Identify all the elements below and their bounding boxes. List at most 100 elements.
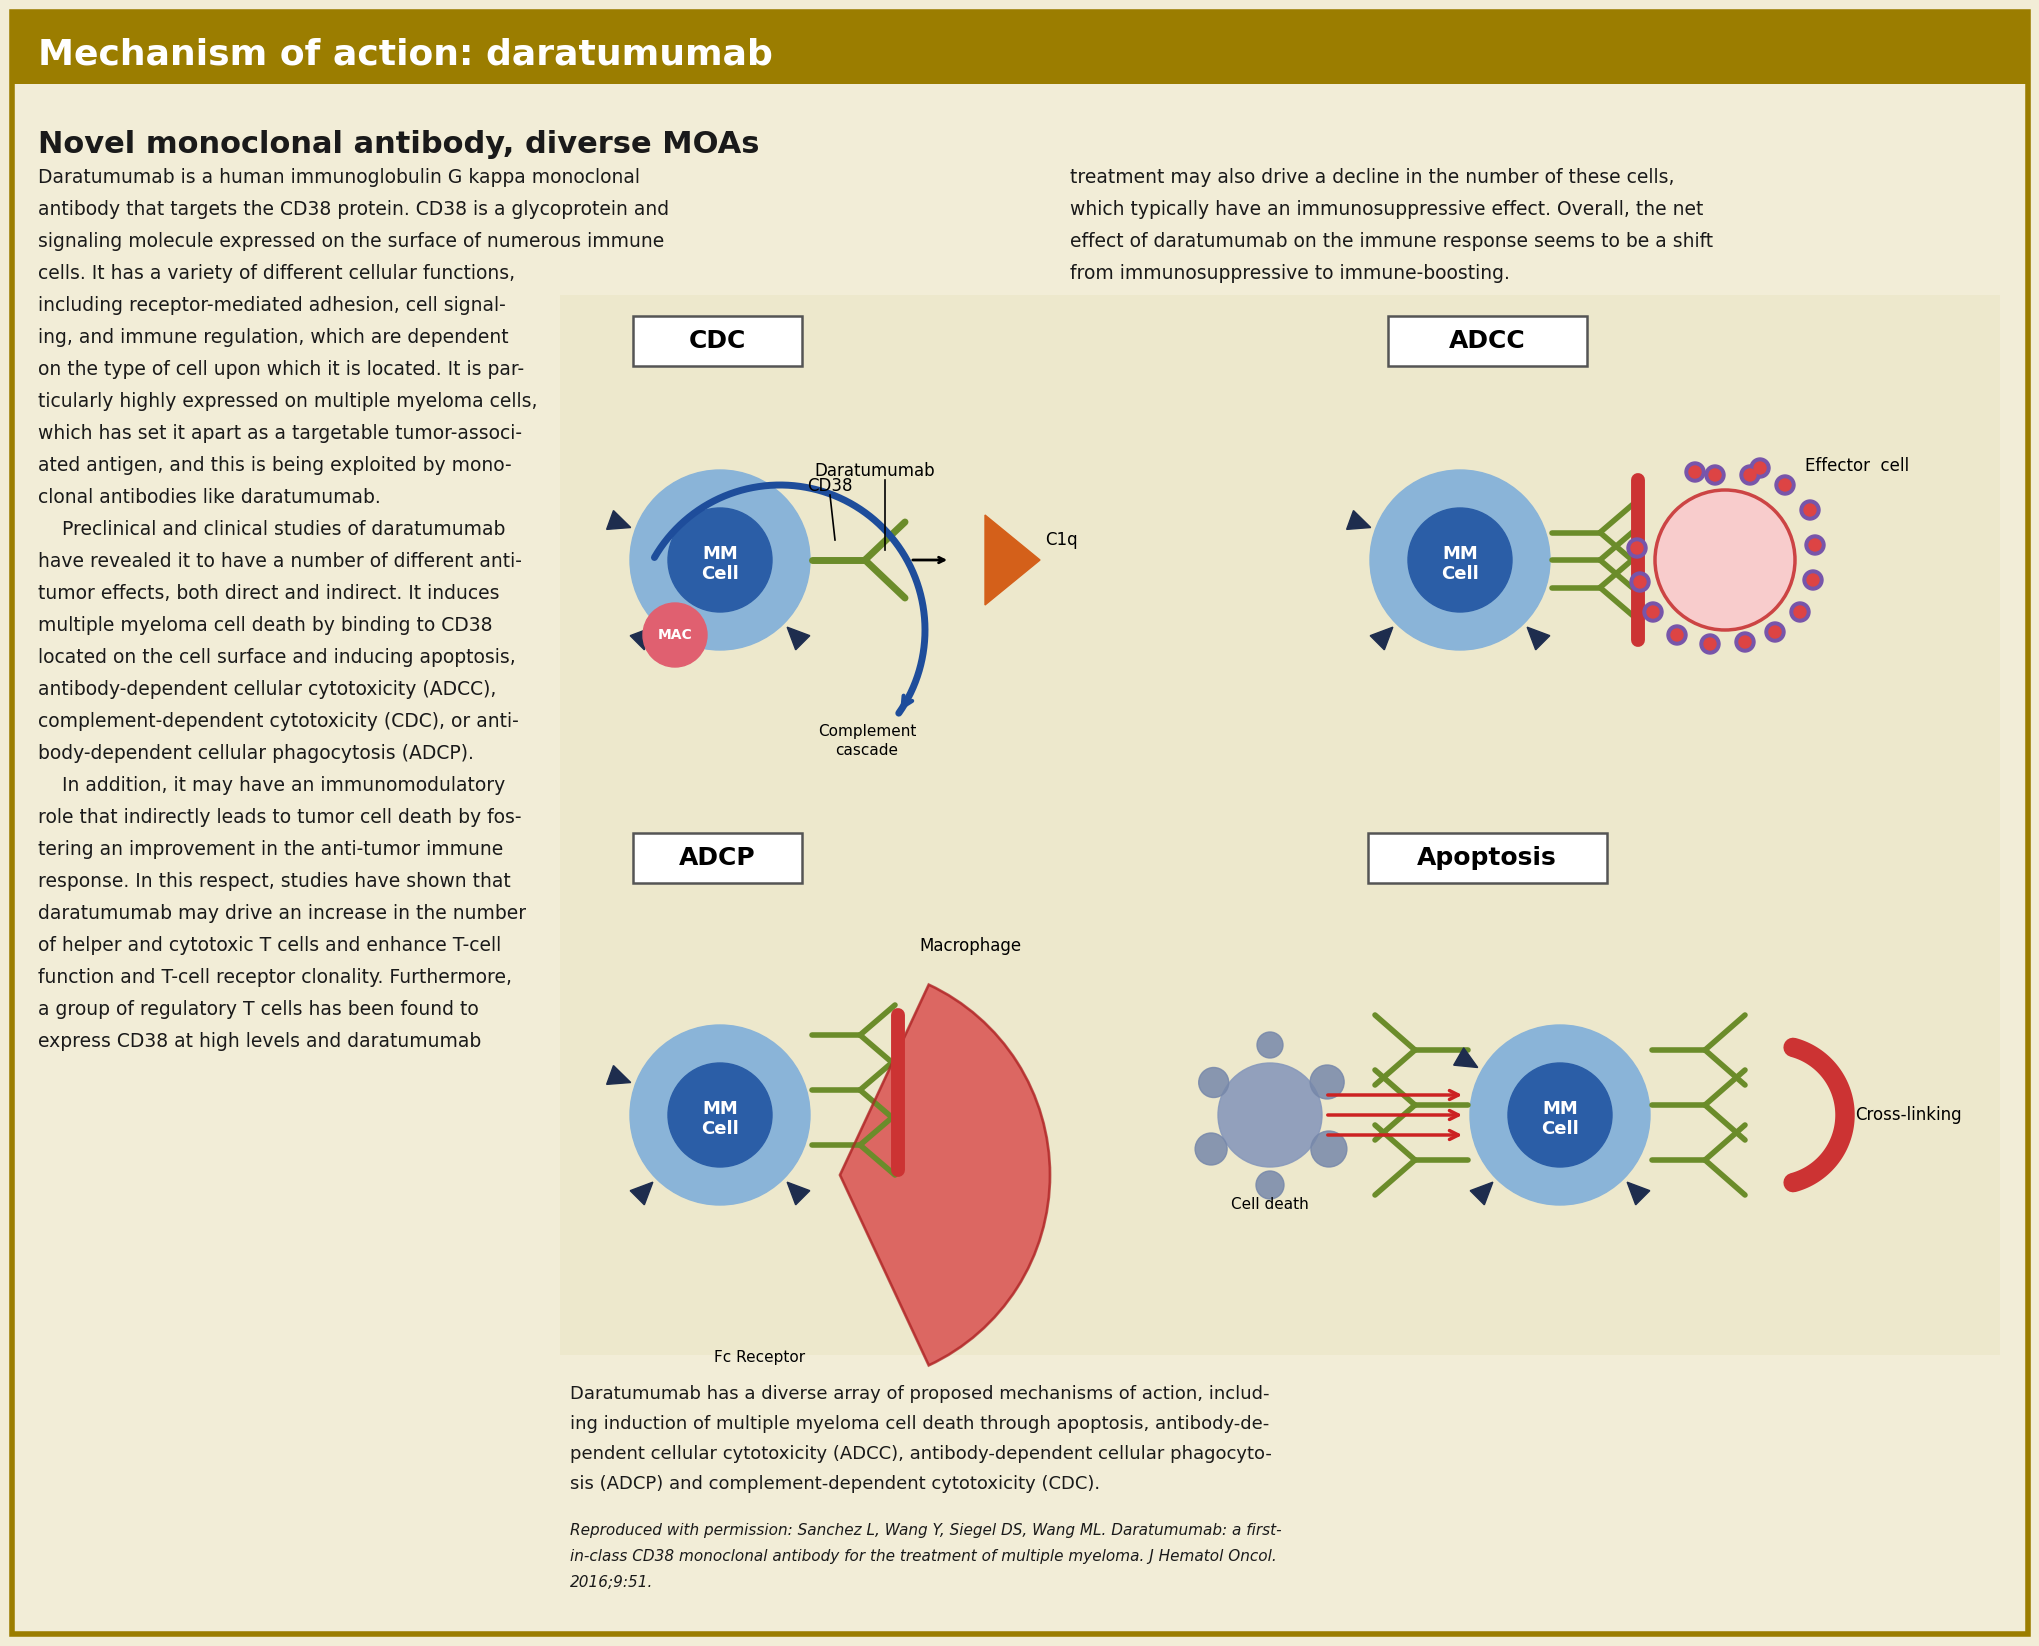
Polygon shape: [1470, 1182, 1493, 1205]
Text: ing induction of multiple myeloma cell death through apoptosis, antibody-de-: ing induction of multiple myeloma cell d…: [569, 1416, 1268, 1434]
Circle shape: [1802, 504, 1815, 515]
Circle shape: [1774, 476, 1794, 495]
Circle shape: [630, 471, 809, 650]
Text: Cell death: Cell death: [1230, 1197, 1309, 1211]
Circle shape: [1470, 1025, 1650, 1205]
FancyBboxPatch shape: [632, 833, 801, 882]
Circle shape: [1641, 602, 1662, 622]
Text: have revealed it to have a number of different anti-: have revealed it to have a number of dif…: [39, 551, 522, 571]
Polygon shape: [1346, 510, 1370, 530]
Text: ing, and immune regulation, which are dependent: ing, and immune regulation, which are de…: [39, 328, 508, 347]
Text: Preclinical and clinical studies of daratumumab: Preclinical and clinical studies of dara…: [39, 520, 506, 538]
Text: MAC: MAC: [657, 629, 691, 642]
Text: ticularly highly expressed on multiple myeloma cells,: ticularly highly expressed on multiple m…: [39, 392, 536, 412]
Text: function and T-cell receptor clonality. Furthermore,: function and T-cell receptor clonality. …: [39, 968, 512, 988]
Circle shape: [667, 1063, 771, 1167]
Text: CDC: CDC: [687, 329, 746, 352]
Text: Reproduced with permission: Sanchez L, Wang Y, Siegel DS, Wang ML. Daratumumab: : Reproduced with permission: Sanchez L, W…: [569, 1523, 1280, 1537]
Text: ated antigen, and this is being exploited by mono-: ated antigen, and this is being exploite…: [39, 456, 512, 476]
Text: MM: MM: [701, 545, 738, 563]
Circle shape: [1709, 469, 1721, 481]
Text: daratumumab may drive an increase in the number: daratumumab may drive an increase in the…: [39, 904, 526, 923]
Text: Daratumumab is a human immunoglobulin G kappa monoclonal: Daratumumab is a human immunoglobulin G …: [39, 168, 640, 188]
Circle shape: [1654, 491, 1794, 630]
Circle shape: [1739, 466, 1760, 486]
Text: Effector  cell: Effector cell: [1805, 458, 1909, 476]
Text: ADCC: ADCC: [1448, 329, 1525, 352]
FancyBboxPatch shape: [561, 295, 1998, 1355]
Text: Cross-linking: Cross-linking: [1853, 1106, 1962, 1124]
Circle shape: [642, 602, 708, 667]
Circle shape: [1809, 538, 1821, 551]
Polygon shape: [630, 1182, 652, 1205]
Circle shape: [1743, 469, 1756, 481]
Text: MM: MM: [701, 1100, 738, 1118]
Text: Fc Receptor: Fc Receptor: [714, 1350, 805, 1365]
Circle shape: [1670, 629, 1682, 640]
Circle shape: [1768, 625, 1780, 639]
Text: located on the cell surface and inducing apoptosis,: located on the cell surface and inducing…: [39, 649, 516, 667]
Polygon shape: [787, 627, 809, 650]
Circle shape: [1792, 606, 1805, 617]
Circle shape: [1629, 573, 1650, 593]
Circle shape: [1627, 538, 1645, 558]
Text: which typically have an immunosuppressive effect. Overall, the net: which typically have an immunosuppressiv…: [1070, 201, 1703, 219]
Text: which has set it apart as a targetable tumor-associ-: which has set it apart as a targetable t…: [39, 425, 522, 443]
Wedge shape: [840, 984, 1050, 1365]
Text: a group of regulatory T cells has been found to: a group of regulatory T cells has been f…: [39, 1001, 479, 1019]
Text: in-class CD38 monoclonal antibody for the treatment of multiple myeloma. J Hemat: in-class CD38 monoclonal antibody for th…: [569, 1549, 1276, 1564]
Text: on the type of cell upon which it is located. It is par-: on the type of cell upon which it is loc…: [39, 360, 524, 379]
Circle shape: [1798, 500, 1819, 520]
FancyBboxPatch shape: [632, 316, 801, 365]
Circle shape: [1788, 602, 1809, 622]
Circle shape: [667, 509, 771, 612]
Text: treatment may also drive a decline in the number of these cells,: treatment may also drive a decline in th…: [1070, 168, 1674, 188]
FancyBboxPatch shape: [12, 12, 2027, 84]
Text: Daratumumab: Daratumumab: [814, 463, 934, 481]
Text: antibody that targets the CD38 protein. CD38 is a glycoprotein and: antibody that targets the CD38 protein. …: [39, 201, 669, 219]
Text: MM: MM: [1541, 1100, 1576, 1118]
Text: of helper and cytotoxic T cells and enhance T-cell: of helper and cytotoxic T cells and enha…: [39, 937, 502, 955]
Circle shape: [1199, 1068, 1227, 1098]
Circle shape: [1633, 576, 1645, 588]
Circle shape: [1256, 1170, 1283, 1198]
Polygon shape: [606, 510, 630, 530]
Circle shape: [1195, 1132, 1227, 1165]
FancyBboxPatch shape: [1387, 316, 1586, 365]
Circle shape: [1631, 542, 1641, 555]
Text: C1q: C1q: [1044, 532, 1077, 550]
Circle shape: [630, 1025, 809, 1205]
Circle shape: [1311, 1131, 1346, 1167]
Text: pendent cellular cytotoxicity (ADCC), antibody-dependent cellular phagocyto-: pendent cellular cytotoxicity (ADCC), an…: [569, 1445, 1270, 1463]
Circle shape: [1807, 574, 1819, 586]
Text: Cell: Cell: [1440, 565, 1478, 583]
Circle shape: [1256, 1032, 1283, 1058]
Circle shape: [1749, 458, 1770, 477]
Text: role that indirectly leads to tumor cell death by fos-: role that indirectly leads to tumor cell…: [39, 808, 522, 826]
Circle shape: [1370, 471, 1550, 650]
Polygon shape: [1454, 1049, 1476, 1068]
Circle shape: [1733, 632, 1754, 652]
Text: Complement
cascade: Complement cascade: [818, 724, 916, 757]
Polygon shape: [1527, 627, 1550, 650]
Circle shape: [1764, 622, 1784, 642]
Circle shape: [1805, 535, 1825, 555]
Text: 2016;9:51.: 2016;9:51.: [569, 1575, 652, 1590]
Text: including receptor-mediated adhesion, cell signal-: including receptor-mediated adhesion, ce…: [39, 296, 506, 314]
Text: Cell: Cell: [701, 565, 738, 583]
Circle shape: [1703, 639, 1715, 650]
Text: Daratumumab has a diverse array of proposed mechanisms of action, includ-: Daratumumab has a diverse array of propo…: [569, 1384, 1268, 1402]
Polygon shape: [985, 515, 1040, 606]
Text: cells. It has a variety of different cellular functions,: cells. It has a variety of different cel…: [39, 263, 516, 283]
Circle shape: [1407, 509, 1511, 612]
Text: Cell: Cell: [701, 1119, 738, 1137]
FancyBboxPatch shape: [12, 12, 2027, 1634]
Text: multiple myeloma cell death by binding to CD38: multiple myeloma cell death by binding t…: [39, 616, 491, 635]
Text: ADCP: ADCP: [679, 846, 754, 871]
Circle shape: [1737, 635, 1749, 649]
Text: response. In this respect, studies have shown that: response. In this respect, studies have …: [39, 872, 510, 890]
Circle shape: [1645, 606, 1658, 617]
Text: from immunosuppressive to immune-boosting.: from immunosuppressive to immune-boostin…: [1070, 263, 1509, 283]
Circle shape: [1778, 479, 1790, 491]
Text: complement-dependent cytotoxicity (CDC), or anti-: complement-dependent cytotoxicity (CDC),…: [39, 713, 518, 731]
